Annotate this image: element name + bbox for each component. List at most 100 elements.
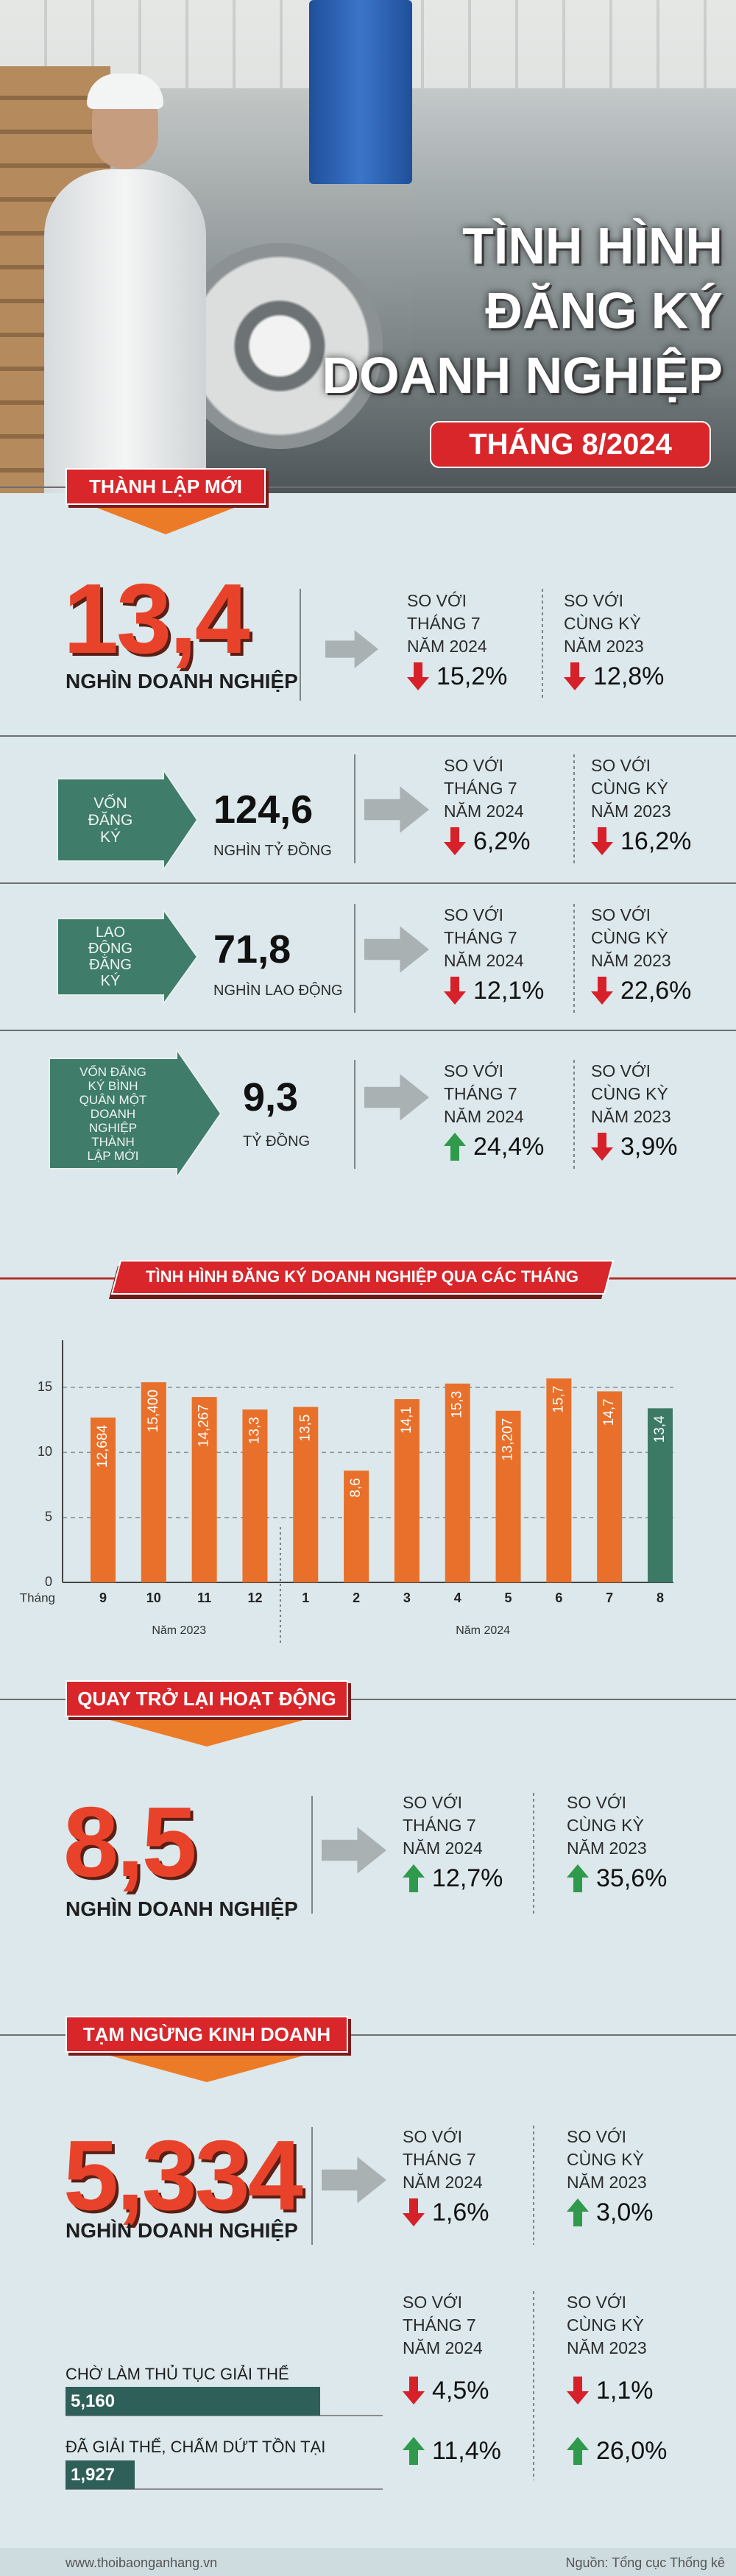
- comparison-label: SO VỚI: [444, 756, 504, 775]
- x-tick-label: 1: [302, 1590, 309, 1605]
- detail-unit: NGHÌN TỶ ĐỒNG: [213, 843, 332, 859]
- comparison-label: THÁNG 7: [403, 2315, 476, 2335]
- label-box-arrow: [49, 1047, 222, 1181]
- comparison-label: SO VỚI: [403, 1793, 463, 1812]
- bar-value-label: 14,267: [197, 1404, 212, 1447]
- comparison-label: NĂM 2024: [407, 637, 487, 656]
- change-value: 3,0%: [596, 2198, 654, 2226]
- footer-strip: [0, 2548, 736, 2576]
- x-tick-label: 4: [454, 1590, 461, 1605]
- change-value: 11,4%: [432, 2437, 501, 2465]
- comparison-label: CÙNG KỲ: [567, 1816, 644, 1835]
- change-value: 12,8%: [593, 662, 665, 690]
- trend-up-arrow: [567, 2437, 589, 2465]
- change-value: 35,6%: [596, 1864, 668, 1892]
- comparison-label: CÙNG KỲ: [564, 614, 641, 633]
- sub-item-bar: [66, 2387, 320, 2416]
- change-value: 6,2%: [473, 827, 531, 855]
- gray-arrow: [325, 630, 378, 668]
- detail-label: KÝ: [100, 973, 121, 989]
- detail-label: QUÂN MỘT: [79, 1092, 147, 1107]
- sub-item-value: 5,160: [71, 2391, 116, 2411]
- chart-title-banner: [110, 1260, 615, 1295]
- bar-value-label: 8,6: [348, 1478, 364, 1497]
- header-title: ĐĂNG KÝ: [485, 282, 723, 339]
- detail-label: DOANH: [90, 1106, 136, 1121]
- comparison-label: CÙNG KỲ: [567, 2315, 644, 2335]
- comparison-label: SO VỚI: [564, 591, 624, 610]
- machine-body: [412, 88, 736, 397]
- header-title: DOANH NGHIỆP: [322, 347, 723, 404]
- header-title: TÌNH HÌNH: [462, 217, 723, 275]
- x-axis-label: Tháng: [20, 1590, 55, 1604]
- trend-down-arrow: [591, 977, 613, 1005]
- gray-arrow: [322, 1827, 386, 1874]
- comparison-label: NĂM 2023: [591, 1107, 671, 1126]
- heading-chevron: [89, 505, 242, 534]
- change-value: 12,1%: [473, 977, 545, 1005]
- section-heading: QUAY TRỞ LẠI HOẠT ĐỘNG: [66, 1680, 348, 1717]
- label-box-arrow: [57, 907, 199, 1007]
- bar-value-label: 14,7: [601, 1398, 617, 1426]
- comparison-label: NĂM 2023: [564, 637, 644, 656]
- comparison-label: SO VỚI: [567, 2293, 627, 2312]
- footer-source: Nguồn: Tổng cục Thống kê: [565, 2555, 725, 2570]
- bar: [445, 1383, 470, 1582]
- period-label: THÁNG 8/2024: [469, 428, 672, 461]
- comparison-label: NĂM 2023: [591, 802, 671, 821]
- detail-value: 71,8: [213, 927, 291, 972]
- heading-chevron: [99, 2053, 314, 2082]
- detail-value: 124,6: [213, 788, 314, 832]
- big-number-unit: NGHÌN DOANH NGHIỆP: [66, 1897, 298, 1920]
- comparison-label: NĂM 2024: [444, 1107, 524, 1126]
- blue-machine: [309, 0, 412, 184]
- change-value: 26,0%: [596, 2437, 668, 2465]
- trend-down-arrow: [444, 977, 466, 1005]
- x-tick-label: 6: [555, 1590, 562, 1605]
- x-tick-label: 11: [197, 1590, 211, 1605]
- change-value: 4,5%: [432, 2377, 489, 2405]
- trend-down-arrow: [403, 2198, 425, 2226]
- gray-arrow: [364, 1074, 429, 1121]
- bar-value-label: 13,3: [247, 1417, 262, 1444]
- sub-item-bar: [66, 2460, 135, 2489]
- comparison-label: SO VỚI: [591, 905, 651, 924]
- comparison-label: NĂM 2024: [403, 1839, 483, 1858]
- comparison-label: NĂM 2024: [403, 2173, 483, 2192]
- big-number: 13,4: [63, 563, 250, 674]
- heading-chevron: [99, 1717, 314, 1747]
- comparison-label: CÙNG KỲ: [591, 1084, 668, 1103]
- x-tick-label: 9: [99, 1590, 107, 1605]
- gray-arrow: [364, 926, 429, 973]
- section-heading: THÀNH LẬP MỚI: [66, 468, 266, 505]
- trend-down-arrow: [567, 2377, 589, 2405]
- bar: [141, 1382, 166, 1582]
- x-tick-label: 7: [606, 1590, 613, 1605]
- trend-down-arrow: [564, 662, 586, 690]
- comparison-label: SO VỚI: [444, 1061, 504, 1080]
- bar: [394, 1399, 420, 1582]
- bar: [648, 1408, 673, 1582]
- change-value: 1,6%: [432, 2198, 489, 2226]
- detail-label: ĐĂNG: [89, 957, 132, 973]
- bar-value-label: 15,400: [146, 1390, 161, 1432]
- chart-title: TÌNH HÌNH ĐĂNG KÝ DOANH NGHIỆP QUA CÁC T…: [146, 1267, 578, 1286]
- change-value: 22,6%: [620, 977, 692, 1005]
- trend-up-arrow: [403, 1864, 425, 1892]
- bar: [546, 1378, 572, 1582]
- bar: [191, 1397, 217, 1582]
- year-label: Năm 2023: [152, 1624, 206, 1637]
- comparison-label: NĂM 2023: [567, 2338, 647, 2357]
- detail-label: VỐN: [93, 794, 127, 812]
- detail-label: ĐỘNG: [88, 941, 132, 957]
- bar-value-label: 12,684: [95, 1425, 110, 1468]
- worker-body: [44, 169, 206, 493]
- change-value: 1,1%: [596, 2377, 654, 2405]
- bar: [597, 1391, 623, 1582]
- x-tick-label: 10: [146, 1590, 161, 1605]
- y-tick-label: 15: [38, 1379, 52, 1394]
- detail-label: KÝ BÌNH: [88, 1078, 138, 1093]
- comparison-label: THÁNG 7: [444, 928, 517, 947]
- comparison-label: SO VỚI: [407, 591, 467, 610]
